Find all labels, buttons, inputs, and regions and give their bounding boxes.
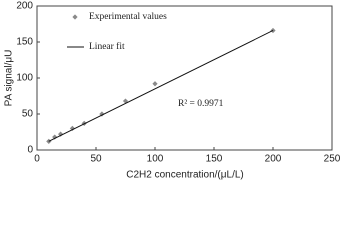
plot-frame [36,5,333,151]
x-tick-label: 200 [265,154,282,165]
fit-line [48,30,274,142]
y-axis-label: PA signal/μU [4,50,15,107]
data-point [69,125,75,131]
y-tick-label: 0 [27,145,33,156]
data-point [58,131,64,137]
chart: C2H2 concentration/(μL/L) PA signal/μU R… [4,1,341,181]
x-tick-label: 100 [147,154,164,165]
x-tick-label: 50 [90,154,102,165]
data-point [152,81,158,87]
annotation: R² = 0.9971 [178,99,224,109]
y-tick-label: 50 [22,109,34,120]
legend-marker [72,14,78,20]
x-tick-label: 0 [34,154,40,165]
x-tick-label: 150 [206,154,223,165]
x-axis-label: C2H2 concentration/(μL/L) [126,170,244,181]
legend-label: Experimental values [89,12,167,22]
legend-label: Linear fit [89,41,125,52]
y-tick-label: 200 [16,1,33,12]
y-tick-label: 150 [16,37,33,48]
y-tick-label: 100 [16,73,33,84]
x-tick-label: 250 [324,154,341,165]
